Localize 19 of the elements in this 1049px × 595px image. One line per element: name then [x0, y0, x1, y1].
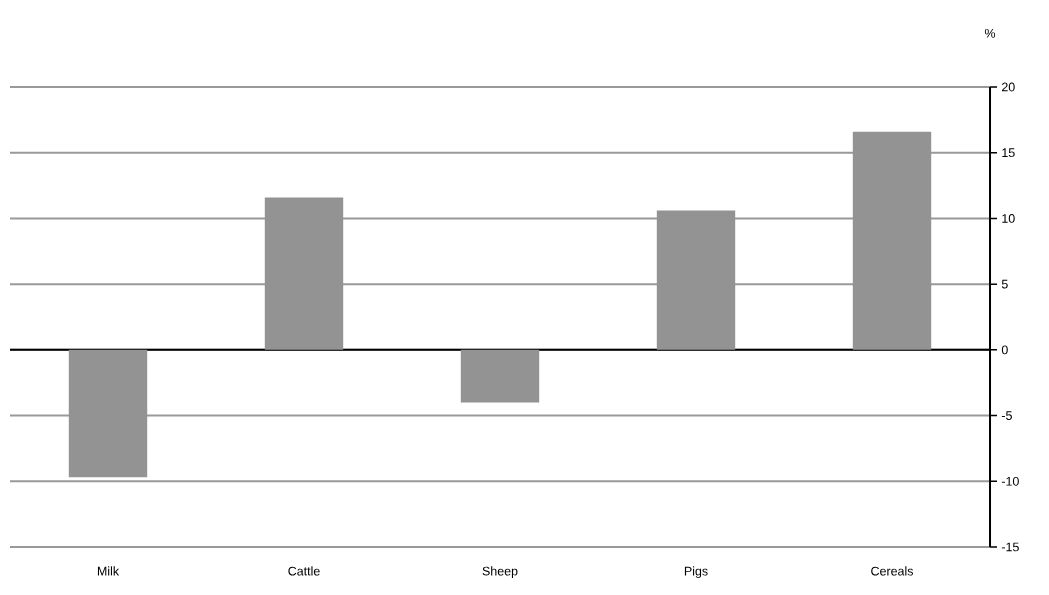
- bar: [656, 210, 736, 350]
- y-tick-label: 5: [1001, 279, 1008, 289]
- y-tick-label: 20: [1001, 82, 1015, 92]
- y-tick-label: -15: [1001, 542, 1019, 552]
- y-axis-title: %: [984, 28, 996, 38]
- x-tick-label: Cereals: [871, 566, 914, 576]
- y-tick-label: -5: [1001, 411, 1012, 420]
- bar: [68, 349, 148, 478]
- y-tick-label: -10: [1001, 476, 1019, 486]
- bar: [852, 131, 932, 350]
- bar: [460, 349, 540, 403]
- x-tick-label: Milk: [97, 566, 120, 576]
- x-tick-label: Sheep: [482, 566, 518, 578]
- y-tick-label: 10: [1002, 214, 1015, 223]
- bar: [264, 197, 344, 350]
- y-tick-label: 15: [1002, 148, 1015, 158]
- x-tick-label: Cattle: [288, 566, 320, 576]
- x-tick-label: Pigs: [684, 566, 708, 578]
- y-tick-label: 0: [1001, 345, 1008, 355]
